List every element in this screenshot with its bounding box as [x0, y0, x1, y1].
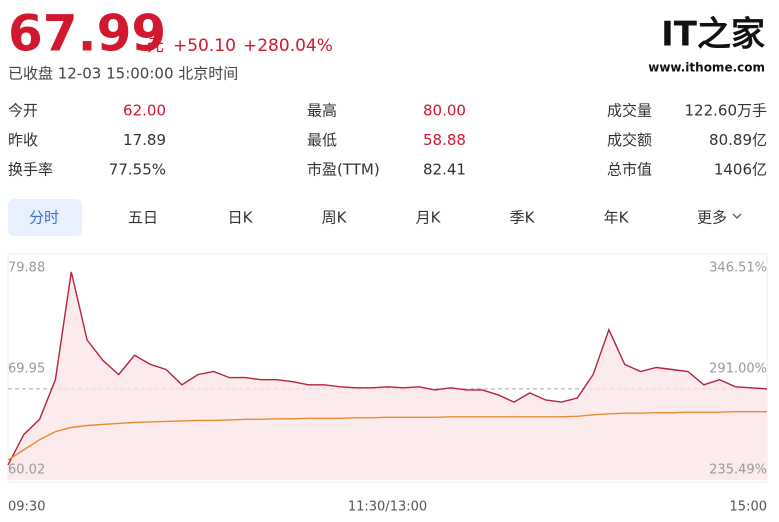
y2-tick-label: 291.00%: [709, 362, 767, 377]
y-tick-label: 79.88: [8, 261, 45, 276]
stat-label: 最高: [307, 102, 337, 120]
tab[interactable]: 月K: [416, 209, 442, 227]
y-tick-label: 69.95: [8, 362, 45, 377]
tab[interactable]: 更多: [697, 209, 727, 227]
plot-frame: [7, 253, 768, 483]
stat-label: 昨收: [8, 131, 38, 149]
x-tick-label: 11:30/13:00: [348, 500, 427, 515]
stat-label: 总市值: [607, 161, 652, 179]
y2-tick-label: 346.51%: [709, 261, 767, 276]
active-tab-bg: [8, 199, 82, 236]
stat-value: 77.55%: [109, 161, 166, 179]
stat-value: 80.00: [423, 102, 466, 120]
stat-label: 市盈(TTM): [307, 161, 380, 179]
stat-value: 17.89: [123, 131, 166, 149]
stat-value: 80.89亿: [709, 131, 767, 149]
tab[interactable]: 五日: [128, 209, 158, 227]
stat-label: 成交额: [607, 131, 652, 149]
y-tick-label: 60.02: [8, 463, 45, 478]
stat-value: 62.00: [123, 102, 166, 120]
change: +50.10: [173, 36, 236, 56]
stat-label: 换手率: [8, 161, 53, 179]
status: 已收盘 12-03 15:00:00 北京时间: [8, 65, 238, 83]
logo: IT之家: [661, 15, 765, 55]
chevron[interactable]: [732, 213, 742, 219]
x-tick-label: 09:30: [8, 500, 45, 515]
stat-value: 1406亿: [714, 161, 767, 179]
stat-value: 82.41: [423, 161, 466, 179]
stat-label: 成交量: [607, 102, 652, 120]
series-line: [7, 271, 768, 466]
area: [8, 271, 767, 480]
stat-value: 58.88: [423, 131, 466, 149]
tab[interactable]: 年K: [604, 209, 630, 227]
tab[interactable]: 季K: [510, 209, 536, 227]
stat-value: 122.60万手: [685, 102, 768, 120]
change-pct: +280.04%: [243, 36, 333, 56]
stat-label: 最低: [307, 131, 337, 149]
series-line: [7, 411, 767, 461]
y2-tick-label: 235.49%: [709, 463, 767, 478]
logo-url: www.ithome.com: [648, 61, 765, 75]
x-tick-label: 15:00: [730, 500, 767, 515]
price: 67.99: [8, 5, 166, 63]
stat-label: 今开: [8, 102, 38, 120]
tab[interactable]: 日K: [228, 209, 254, 227]
unit: 元: [147, 36, 164, 56]
tab[interactable]: 分时: [29, 209, 59, 227]
tab[interactable]: 周K: [322, 209, 348, 227]
